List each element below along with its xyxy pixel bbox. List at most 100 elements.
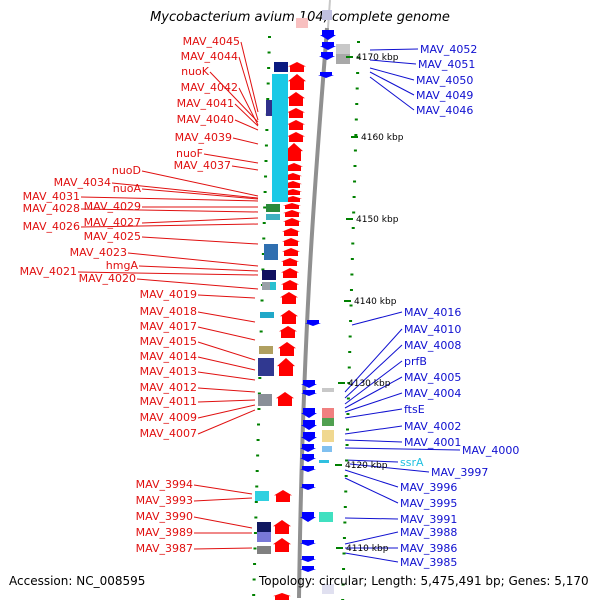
- track-dash-left: [261, 268, 265, 271]
- backbone-arc: [297, 27, 329, 599]
- connector-mav_4034: [111, 182, 259, 199]
- connector-mav_3996: [344, 469, 399, 488]
- gene-label-mav_3986: MAV_3986: [400, 542, 457, 555]
- gene-label-ftse: ftsE: [404, 403, 425, 416]
- track-dash-right: [354, 118, 358, 121]
- track-dash-left: [253, 532, 257, 534]
- track-dash-right: [348, 335, 352, 338]
- feature-box: [258, 358, 274, 376]
- connector-mav_4051: [369, 59, 417, 65]
- gene-label-mav_3985: MAV_3985: [400, 556, 457, 569]
- forward-gene-arrow: [280, 310, 298, 324]
- connector-mav_3987: [193, 547, 253, 550]
- scale-tick-label: 4170 kbp: [356, 53, 399, 63]
- forward-gene-arrow: [288, 74, 306, 90]
- gene-label-mav_4046: MAV_4046: [416, 104, 473, 117]
- reverse-gene-arrow: [300, 454, 316, 462]
- connector-mav_3995: [344, 477, 399, 504]
- connector-mav_4012: [197, 387, 256, 393]
- gene-label-mav_4011: MAV_4011: [140, 395, 197, 408]
- connector-mav_4021: [77, 271, 259, 276]
- forward-gene-arrow: [287, 108, 305, 118]
- feature-box: [262, 282, 272, 290]
- gene-label-mav_4027: MAV_4027: [84, 216, 141, 229]
- gene-label-mav_4026: MAV_4026: [23, 220, 80, 233]
- track-dash-left: [261, 253, 265, 255]
- track-dash-right: [353, 180, 357, 183]
- track-dash-left: [267, 51, 271, 54]
- connector-mav_4013: [197, 371, 256, 381]
- connector-prfb: [344, 360, 403, 405]
- forward-gene-arrow: [284, 173, 302, 180]
- track-dash-right: [348, 351, 352, 353]
- forward-gene-arrow: [284, 189, 302, 195]
- forward-gene-arrow: [278, 342, 296, 356]
- reverse-gene-arrow: [300, 444, 316, 452]
- scale-tick-mark: [335, 464, 342, 466]
- track-dash-left: [262, 222, 266, 224]
- connector-mav_3994: [193, 484, 253, 495]
- feature-box: [336, 44, 350, 54]
- gene-label-ssra: ssrA: [400, 456, 424, 469]
- track-dash-right: [344, 475, 348, 477]
- forward-gene-arrow: [287, 92, 305, 106]
- feature-box: [296, 18, 308, 28]
- connector-mav_4005: [344, 376, 403, 409]
- track-dash-left: [257, 408, 261, 410]
- forward-gene-arrow: [285, 143, 303, 161]
- track-dash-left: [268, 36, 271, 38]
- track-dash-right: [342, 568, 346, 570]
- feature-box: [260, 312, 274, 318]
- feature-box: [255, 491, 269, 501]
- gene-features: [255, 10, 350, 600]
- gene-label-nuod: nuoD: [112, 164, 141, 177]
- feature-box: [270, 282, 276, 290]
- track-dash-right: [347, 366, 351, 369]
- gene-label-mav_4039: MAV_4039: [175, 131, 232, 144]
- accession-text: Accession: NC_008595: [9, 574, 146, 588]
- reverse-gene-arrow: [320, 42, 336, 50]
- track-dash-left: [252, 594, 256, 596]
- scale-tick-label: 4110 kbp: [346, 544, 389, 554]
- forward-gene-arrow: [276, 392, 294, 406]
- gene-label-mav_4013: MAV_4013: [140, 365, 197, 378]
- connector-mav_4001: [344, 439, 403, 443]
- genome-backbone: [252, 0, 360, 600]
- track-dash-right: [342, 552, 346, 555]
- feature-box: [322, 10, 332, 20]
- connector-mav_4031: [80, 196, 259, 202]
- reverse-gene-arrow: [301, 390, 317, 396]
- connector-ssra: [344, 459, 399, 463]
- gene-label-mav_4052: MAV_4052: [420, 43, 477, 56]
- gene-label-mav_4000: MAV_4000: [462, 444, 519, 457]
- track-dash-right: [343, 521, 347, 524]
- gene-label-nuoa: nuoA: [113, 182, 142, 195]
- feature-box: [262, 270, 276, 280]
- connector-mav_4016: [351, 311, 403, 326]
- gene-label-mav_4031: MAV_4031: [23, 190, 80, 203]
- gene-label-nuok: nuoK: [181, 65, 210, 78]
- track-dash-right: [349, 289, 353, 291]
- scale-tick-label: 4150 kbp: [356, 215, 399, 225]
- connector-mav_3990: [193, 516, 253, 529]
- track-dash-left: [255, 485, 259, 488]
- track-dash-left: [254, 516, 258, 519]
- connector-mav_4020: [136, 278, 259, 290]
- gene-label-mav_4028: MAV_4028: [23, 202, 80, 215]
- forward-gene-arrow: [277, 358, 295, 376]
- forward-gene-arrow: [287, 120, 305, 130]
- gene-label-mav_4023: MAV_4023: [70, 246, 127, 259]
- connector-mav_4010: [344, 328, 403, 393]
- feature-box: [322, 584, 334, 594]
- gene-label-mav_4004: MAV_4004: [404, 387, 461, 400]
- gene-label-mav_4051: MAV_4051: [418, 58, 475, 71]
- track-dash-right: [341, 583, 345, 586]
- track-dash-left: [263, 206, 267, 209]
- reverse-gene-arrow: [301, 380, 317, 388]
- reverse-gene-arrow: [300, 566, 316, 572]
- scale-ticks: 4170 kbp 4160 kbp 4150 kbp 4140 kbp 4130 kbp…: [335, 53, 404, 554]
- gene-label-mav_3997: MAV_3997: [431, 466, 488, 479]
- connector-hmga: [138, 265, 259, 272]
- reverse-gene-arrow: [319, 52, 335, 60]
